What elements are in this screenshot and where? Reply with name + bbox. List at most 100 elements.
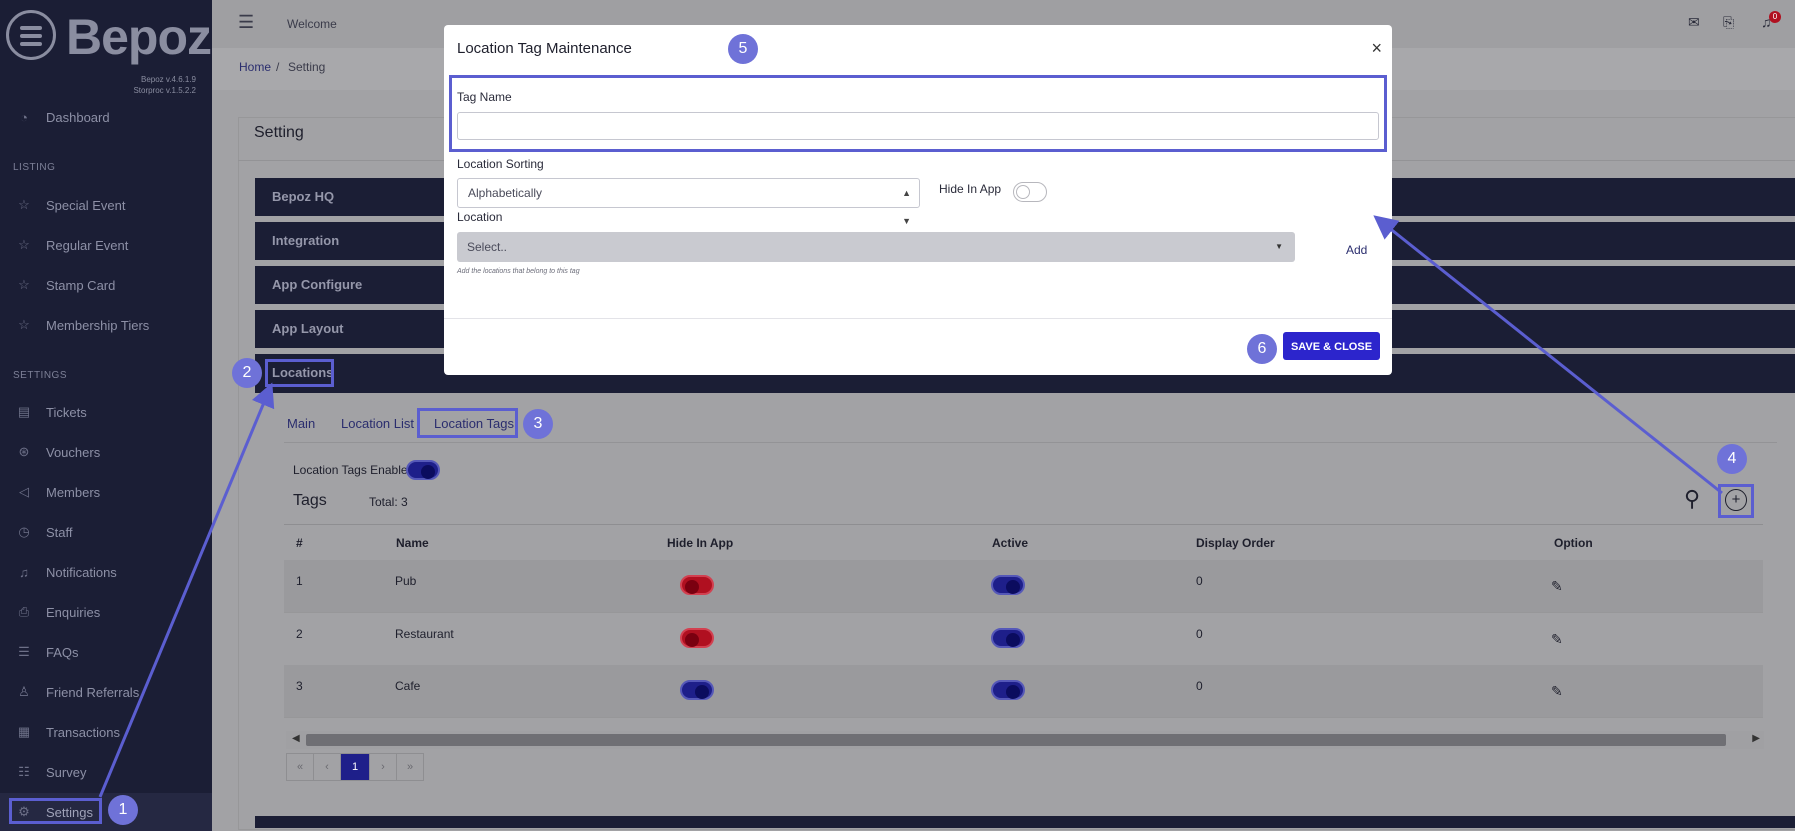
annotation-badge-6: 6 [1247, 334, 1277, 364]
sidebar-item-label: Tickets [46, 404, 87, 420]
hide-in-app-toggle[interactable] [680, 680, 714, 700]
col-name[interactable]: Name [396, 536, 429, 550]
close-icon[interactable]: × [1371, 38, 1382, 58]
table-row: 3 Cafe 0 ✎ [284, 665, 1763, 718]
gear-icon: ⚙ [18, 804, 30, 819]
highlight-settings [9, 798, 102, 824]
col-display-order[interactable]: Display Order [1196, 536, 1275, 550]
hide-in-app-toggle[interactable] [680, 628, 714, 648]
sort-caret-icon: ▲ ▼ [902, 188, 911, 226]
sidebar-item-special-event[interactable]: ☆ Special Event [0, 186, 212, 224]
page-prev[interactable]: ‹ [314, 754, 341, 780]
bookmark-icon[interactable]: ⎘ [1723, 14, 1735, 30]
modal-footer-divider [444, 318, 1392, 319]
bepoz-logo[interactable]: Bepoz [6, 8, 212, 68]
hide-in-app-label: Hide In App [939, 182, 1002, 196]
sidebar-item-enquiries[interactable]: ⎙ Enquiries [0, 593, 212, 631]
location-label: Location [457, 210, 503, 224]
location-select[interactable]: Select.. ▼ [457, 232, 1295, 262]
welcome-text: Welcome [287, 17, 337, 31]
sidebar-item-members[interactable]: ◁ Members [0, 473, 212, 511]
tags-table-header: # Name Hide In App Active Display Order … [284, 524, 1763, 562]
sidebar-item-label: Settings [46, 804, 93, 820]
sidebar-item-label: Friend Referrals [46, 684, 140, 700]
breadcrumb-separator: / [276, 60, 280, 74]
sidebar-item-label: Vouchers [46, 444, 101, 460]
settings-section-header: SETTINGS [13, 370, 68, 381]
location-sorting-select[interactable]: Alphabetically ▲ ▼ [457, 178, 920, 226]
page-current[interactable]: 1 [341, 754, 370, 780]
page-last[interactable]: » [406, 761, 414, 773]
hamburger-icon[interactable]: ☰ [238, 12, 255, 32]
row-display-order: 0 [1196, 627, 1203, 641]
save-and-close-button[interactable]: SAVE & CLOSE [1283, 332, 1380, 360]
accordion-next[interactable] [255, 816, 1795, 828]
scroll-right-icon[interactable]: ▶ [1752, 733, 1760, 744]
active-toggle[interactable] [991, 680, 1025, 700]
sidebar-item-label: Dashboard [46, 109, 110, 125]
pagination: « ‹ 1 › » [286, 753, 424, 781]
scroll-left-icon[interactable]: ◀ [292, 733, 300, 744]
col-hide-in-app[interactable]: Hide In App [667, 536, 734, 550]
location-tags-enable-label: Location Tags Enable [293, 463, 408, 477]
col-active[interactable]: Active [992, 536, 1029, 550]
tag-name-label: Tag Name [457, 90, 512, 104]
breadcrumb-home[interactable]: Home [239, 60, 272, 74]
tab-main[interactable]: Main [287, 416, 316, 431]
scrollbar-thumb[interactable] [306, 734, 1726, 746]
version-text: Bepoz v.4.6.1.9 [141, 75, 196, 84]
sidebar-item-faqs[interactable]: ☰ FAQs [0, 633, 212, 671]
tab-location-tags[interactable]: Location Tags [434, 416, 514, 431]
sidebar-item-vouchers[interactable]: ⊛ Vouchers [0, 433, 212, 471]
row-name: Cafe [395, 679, 421, 693]
sidebar-item-label: Staff [46, 524, 73, 540]
add-tag-button[interactable]: + [1725, 489, 1747, 511]
edit-pencil-icon[interactable]: ✎ [1551, 683, 1563, 699]
tags-total: Total: 3 [369, 495, 408, 509]
location-select-placeholder: Select.. [467, 240, 508, 254]
sidebar-item-label: Members [46, 484, 101, 500]
row-display-order: 0 [1196, 679, 1203, 693]
col-num: # [296, 536, 303, 550]
tab-location-list[interactable]: Location List [341, 416, 414, 431]
hide-in-app-toggle[interactable] [680, 575, 714, 595]
page-first[interactable]: « [287, 754, 314, 780]
sidebar-item-dashboard[interactable]: ◔ Dashboard [0, 98, 212, 136]
active-toggle[interactable] [991, 575, 1025, 595]
tags-title: Tags [293, 492, 327, 509]
highlight-add-button [1718, 484, 1754, 518]
bell-icon[interactable]: ♫ [1761, 14, 1772, 30]
horizontal-scrollbar[interactable]: ◀ ▶ [286, 731, 1764, 749]
sidebar: Bepoz Bepoz v.4.6.1.9 Storproc v.1.5.2.2… [0, 0, 212, 831]
active-toggle[interactable] [991, 628, 1025, 648]
search-icon[interactable]: ⚲ [1684, 486, 1701, 511]
sidebar-item-label: Special Event [46, 197, 126, 213]
highlight-tag-name [449, 75, 1387, 152]
sidebar-item-transactions[interactable]: ▦ Transactions [0, 713, 212, 751]
location-tags-enable-toggle[interactable] [406, 460, 440, 480]
sidebar-item-tickets[interactable]: ▤ Tickets [0, 393, 212, 431]
sidebar-item-friend-referrals[interactable]: ♙ Friend Referrals [0, 673, 212, 711]
table-row: 2 Restaurant 0 ✎ [284, 613, 1763, 666]
annotation-badge-3: 3 [523, 409, 553, 439]
mail-icon[interactable]: ✉ [1688, 14, 1700, 30]
sidebar-item-membership-tiers[interactable]: ☆ Membership Tiers [0, 306, 212, 344]
bell-icon: ♫ [19, 564, 29, 580]
edit-pencil-icon[interactable]: ✎ [1551, 631, 1563, 647]
sidebar-item-survey[interactable]: ☷ Survey [0, 753, 212, 791]
printer-icon: ⎙ [18, 604, 30, 619]
sidebar-item-notifications[interactable]: ♫ Notifications [0, 553, 212, 591]
star-icon: ☆ [18, 237, 30, 252]
row-num: 1 [296, 574, 303, 588]
sidebar-item-label: Enquiries [46, 604, 101, 620]
hide-in-app-toggle[interactable] [1013, 182, 1047, 202]
sidebar-item-stamp-card[interactable]: ☆ Stamp Card [0, 266, 212, 304]
add-location-link[interactable]: Add [1346, 243, 1368, 257]
sidebar-item-regular-event[interactable]: ☆ Regular Event [0, 226, 212, 264]
col-option: Option [1554, 536, 1593, 550]
page-next[interactable]: › [370, 754, 397, 780]
sidebar-item-staff[interactable]: ◷ Staff [0, 513, 212, 551]
tag-name-input[interactable] [457, 112, 1379, 140]
dashboard-icon: ◔ [20, 109, 28, 125]
edit-pencil-icon[interactable]: ✎ [1551, 578, 1563, 594]
